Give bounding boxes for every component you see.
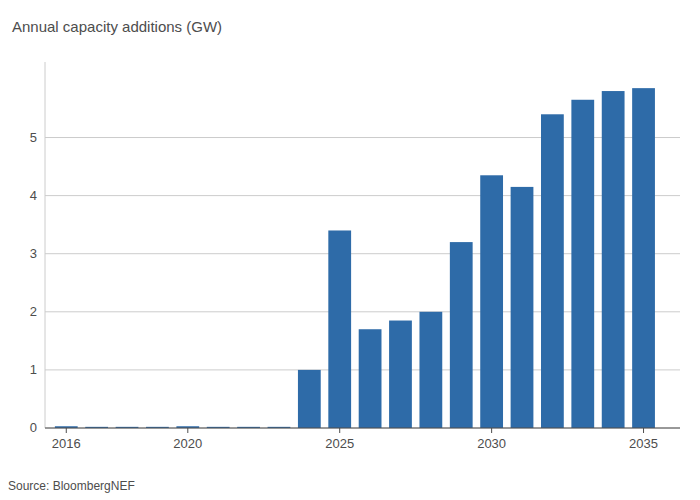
bar bbox=[541, 114, 564, 428]
x-tick-label: 2035 bbox=[629, 436, 658, 451]
bar bbox=[450, 242, 473, 428]
y-axis-label: Annual capacity additions (GW) bbox=[12, 18, 222, 35]
y-tick-label: 1 bbox=[30, 362, 37, 377]
bar bbox=[511, 187, 534, 428]
x-tick bbox=[643, 428, 644, 433]
bar bbox=[298, 370, 321, 428]
chart: 0 1 2 3 4 5 2016 2020 2025 2030 2035 Annual capacit… bbox=[0, 0, 700, 500]
x-tick bbox=[66, 428, 67, 433]
y-tick-label: 5 bbox=[30, 130, 37, 145]
grid-line bbox=[45, 428, 680, 429]
bar bbox=[632, 88, 655, 428]
x-tick bbox=[491, 428, 492, 433]
x-tick-label: 2030 bbox=[477, 436, 506, 451]
bar bbox=[571, 100, 594, 428]
bar bbox=[419, 312, 442, 428]
y-tick-label: 3 bbox=[30, 246, 37, 261]
bars bbox=[55, 88, 655, 428]
x-tick-label: 2025 bbox=[325, 436, 354, 451]
y-tick-label: 2 bbox=[30, 304, 37, 319]
x-tick-label: 2020 bbox=[173, 436, 202, 451]
x-tick bbox=[339, 428, 340, 433]
x-tick-label: 2016 bbox=[52, 436, 81, 451]
bar bbox=[389, 321, 412, 428]
y-axis-line bbox=[45, 62, 46, 428]
x-tick bbox=[187, 428, 188, 433]
y-tick-label: 4 bbox=[30, 188, 37, 203]
source-note: Source: BloombergNEF bbox=[8, 479, 135, 493]
bar bbox=[480, 175, 503, 428]
x-axis-line bbox=[45, 428, 680, 429]
bar bbox=[359, 329, 382, 428]
bar bbox=[602, 91, 625, 428]
y-tick-label: 0 bbox=[30, 420, 37, 435]
bar bbox=[328, 230, 351, 428]
